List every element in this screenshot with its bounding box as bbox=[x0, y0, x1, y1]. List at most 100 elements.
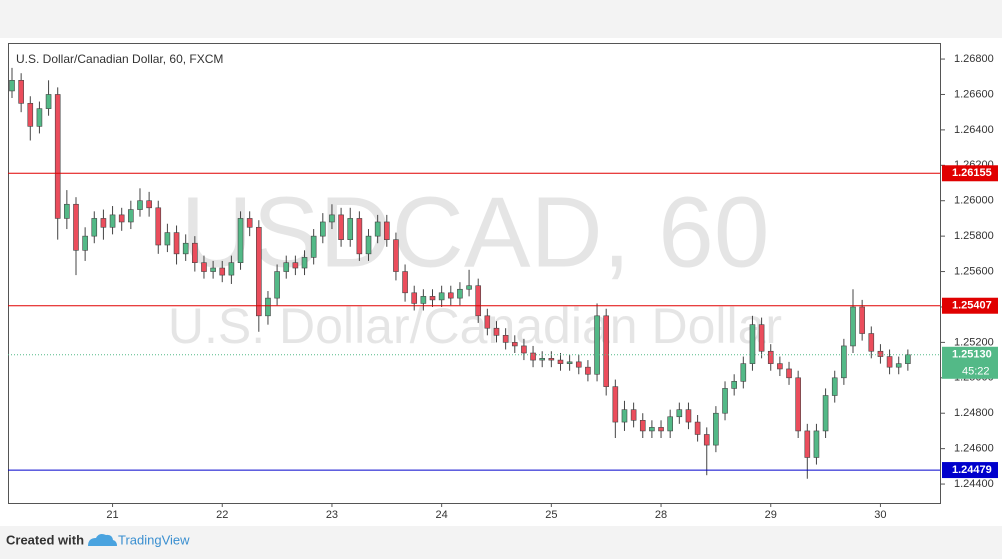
candle-body bbox=[393, 239, 399, 272]
candle-body bbox=[18, 80, 24, 104]
candle-body bbox=[228, 262, 235, 276]
candle-body bbox=[420, 296, 427, 304]
candle-body bbox=[173, 232, 180, 255]
candle-body bbox=[164, 232, 171, 246]
candle-body bbox=[201, 262, 207, 272]
footer-strip bbox=[0, 526, 1002, 559]
candle-body bbox=[493, 327, 500, 336]
candle-body bbox=[877, 350, 884, 357]
candle-body bbox=[118, 214, 125, 223]
y-tick-label: 1.26800 bbox=[954, 53, 994, 65]
y-tick-label: 1.24600 bbox=[954, 443, 994, 455]
candle-body bbox=[210, 267, 216, 272]
candle-body bbox=[511, 342, 518, 347]
candle-body bbox=[447, 292, 454, 299]
y-tick-label: 1.26000 bbox=[954, 195, 994, 207]
candle-body bbox=[329, 214, 335, 223]
top-strip bbox=[0, 0, 1002, 38]
candle-body bbox=[822, 395, 829, 432]
y-tick-label: 1.26400 bbox=[954, 124, 994, 136]
candle-body bbox=[777, 363, 783, 370]
candle-body bbox=[192, 242, 198, 263]
candle-body bbox=[374, 221, 381, 237]
candle-body bbox=[694, 421, 701, 435]
candle-body bbox=[841, 345, 847, 379]
level-label: 1.26155 bbox=[952, 167, 992, 179]
candle-body bbox=[557, 359, 564, 364]
tradingview-logo bbox=[88, 534, 117, 546]
y-tick-label: 1.24400 bbox=[954, 478, 994, 490]
candle-body bbox=[274, 271, 280, 299]
plot-frame bbox=[8, 43, 941, 504]
x-tick-label: 22 bbox=[216, 509, 228, 521]
last-price-bg bbox=[942, 346, 998, 379]
candle-body bbox=[676, 409, 683, 418]
candle-body bbox=[182, 242, 189, 255]
level-label: 1.24479 bbox=[952, 464, 992, 476]
candle-body bbox=[383, 221, 390, 240]
candle-body bbox=[868, 333, 875, 352]
candle-body bbox=[155, 207, 162, 246]
footer-brand[interactable]: TradingView bbox=[118, 532, 190, 547]
candle-body bbox=[685, 409, 692, 423]
candle-body bbox=[338, 214, 344, 240]
level-label-bg bbox=[942, 462, 998, 479]
candle-body bbox=[795, 377, 801, 432]
candle-body bbox=[905, 354, 911, 364]
candle-body bbox=[146, 200, 152, 209]
y-tick-label: 1.25600 bbox=[954, 265, 994, 277]
candle-body bbox=[256, 226, 262, 317]
x-tick-label: 23 bbox=[326, 509, 338, 521]
y-tick-label: 1.25800 bbox=[954, 230, 994, 242]
candle-body bbox=[320, 221, 326, 237]
candle-body bbox=[521, 345, 527, 354]
candle-body bbox=[804, 430, 811, 458]
y-tick-label: 1.26600 bbox=[954, 88, 994, 100]
x-tick-label: 28 bbox=[655, 509, 667, 521]
candle-body bbox=[45, 94, 52, 109]
candle-body bbox=[411, 292, 418, 304]
candle-body bbox=[630, 409, 637, 421]
candle-body bbox=[292, 262, 299, 269]
candle-body bbox=[301, 257, 308, 269]
candle-body bbox=[27, 103, 34, 127]
candle-body bbox=[639, 420, 646, 432]
candle-body bbox=[749, 324, 756, 364]
countdown: 45:22 bbox=[962, 366, 990, 378]
candle-body bbox=[484, 315, 491, 329]
candle-body bbox=[621, 409, 628, 423]
candle-body bbox=[649, 427, 655, 432]
candle-body bbox=[585, 366, 591, 375]
candle-body bbox=[859, 306, 865, 334]
candle-body bbox=[575, 361, 582, 368]
chart-title: U.S. Dollar/Canadian Dollar, 60, FXCM bbox=[16, 52, 223, 66]
candle-body bbox=[54, 94, 61, 219]
candle-body bbox=[886, 356, 893, 368]
candle-body bbox=[612, 386, 619, 423]
candle-body bbox=[310, 235, 317, 258]
candle-body bbox=[64, 203, 70, 219]
candle-body bbox=[530, 352, 536, 361]
candle-body bbox=[548, 358, 555, 361]
x-tick-label: 24 bbox=[436, 509, 448, 521]
last-price-label: 1.25130 bbox=[952, 349, 992, 361]
candle-body bbox=[347, 218, 354, 240]
candle-body bbox=[466, 285, 472, 290]
candle-body bbox=[82, 235, 88, 251]
candle-body bbox=[438, 292, 445, 301]
candle-body bbox=[713, 412, 719, 446]
candle-body bbox=[722, 388, 728, 414]
candle-body bbox=[603, 315, 609, 387]
candle-body bbox=[246, 218, 253, 228]
y-tick-label: 1.25200 bbox=[954, 336, 994, 348]
candle-body bbox=[73, 203, 79, 251]
candle-body bbox=[128, 209, 134, 223]
watermark: USDCAD, 60 bbox=[180, 176, 769, 288]
candle-body bbox=[502, 335, 509, 343]
x-tick-label: 21 bbox=[106, 509, 118, 521]
candle-body bbox=[402, 271, 408, 294]
candle-body bbox=[895, 363, 902, 368]
level-label: 1.25407 bbox=[952, 300, 992, 312]
x-tick-label: 30 bbox=[874, 509, 886, 521]
